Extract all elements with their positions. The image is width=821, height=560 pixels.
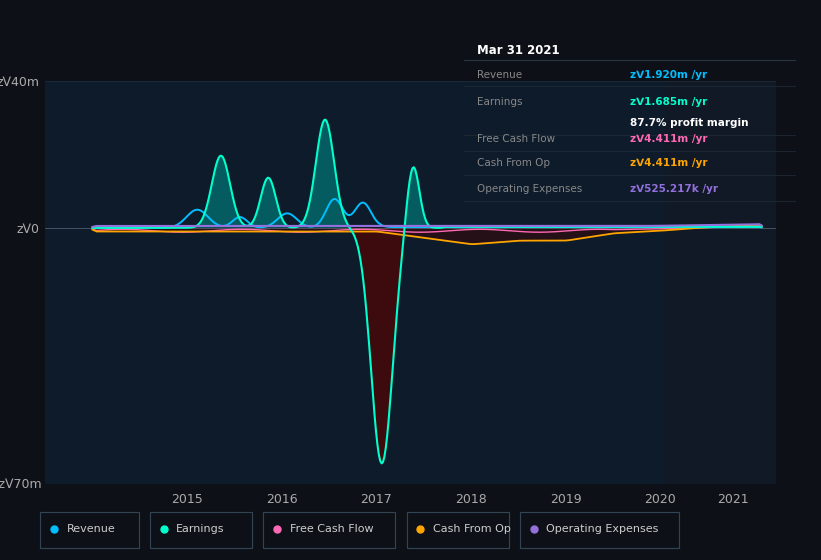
Text: Operating Expenses: Operating Expenses [477, 184, 582, 194]
Text: Operating Expenses: Operating Expenses [547, 524, 658, 534]
Text: Mar 31 2021: Mar 31 2021 [477, 44, 560, 57]
Text: Cash From Op: Cash From Op [433, 524, 511, 534]
Text: zᐯ4.411m /yr: zᐯ4.411m /yr [631, 158, 708, 169]
Text: zᐯ4.411m /yr: zᐯ4.411m /yr [631, 134, 708, 144]
Text: Cash From Op: Cash From Op [477, 158, 550, 169]
Text: zᐯ525.217k /yr: zᐯ525.217k /yr [631, 184, 718, 194]
Text: Revenue: Revenue [477, 69, 522, 80]
Text: Earnings: Earnings [177, 524, 225, 534]
Text: zᐯ1.685m /yr: zᐯ1.685m /yr [631, 97, 708, 108]
Text: 87.7% profit margin: 87.7% profit margin [631, 118, 749, 128]
Text: Free Cash Flow: Free Cash Flow [477, 134, 555, 144]
Text: -zᐯ70m: -zᐯ70m [0, 478, 42, 491]
Text: Earnings: Earnings [477, 97, 523, 108]
Text: Revenue: Revenue [67, 524, 116, 534]
Text: Free Cash Flow: Free Cash Flow [290, 524, 374, 534]
Text: zᐯ1.920m /yr: zᐯ1.920m /yr [631, 69, 707, 80]
